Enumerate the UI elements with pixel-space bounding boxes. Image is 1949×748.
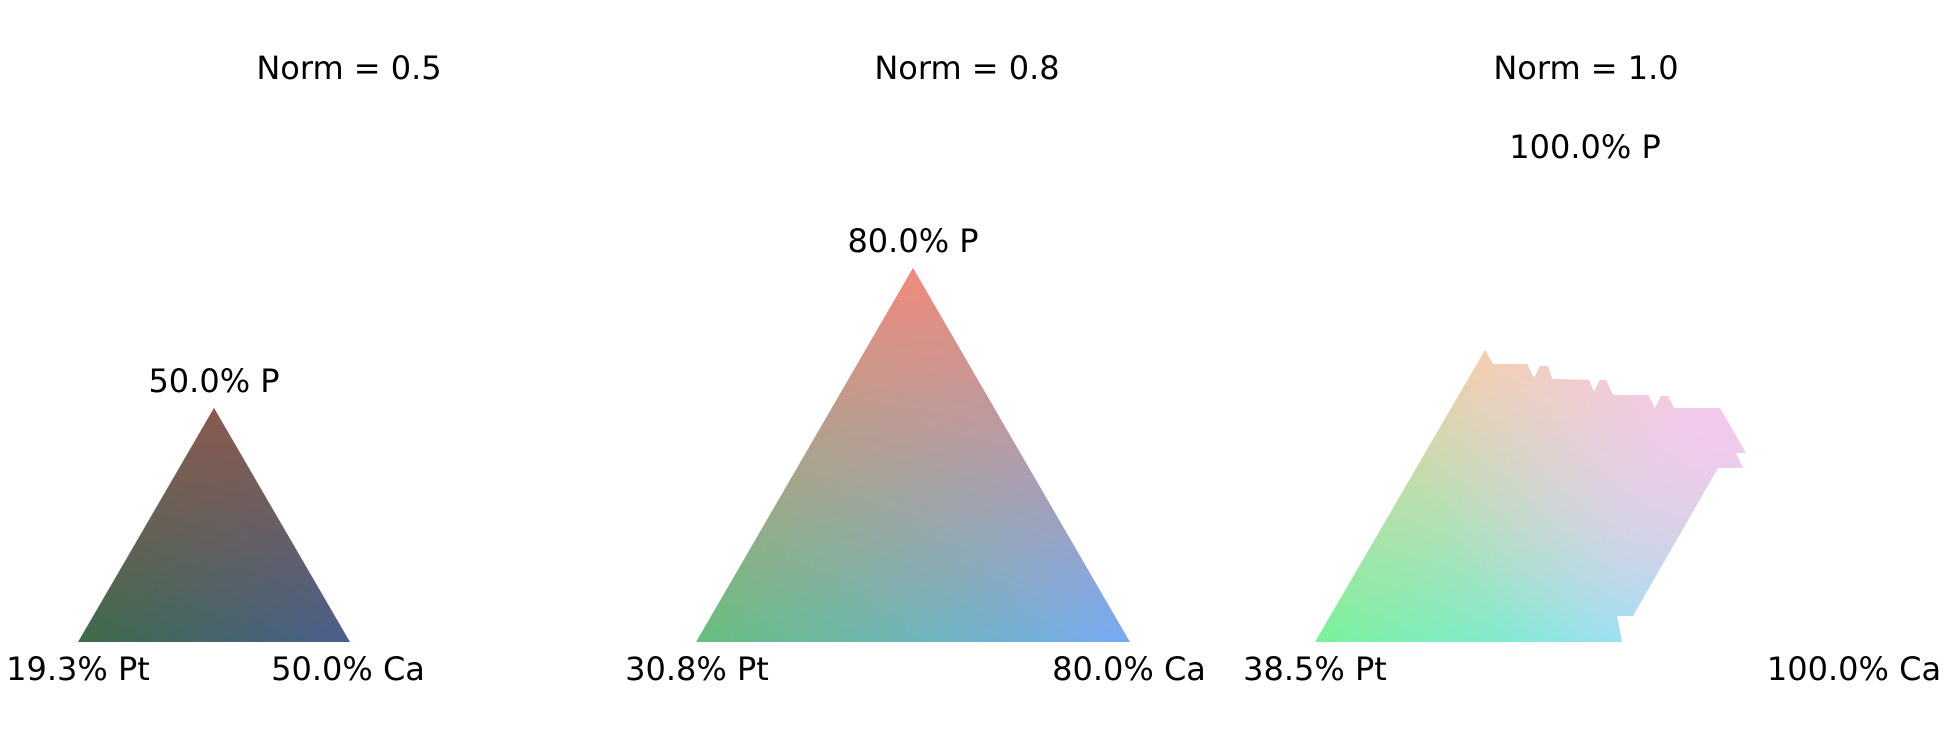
panel-1-top-label: 50.0% P [148, 362, 279, 400]
panel-norm-0-5: Norm = 0.5 50.0% P 19.3% Pt 50.0% Ca [6, 49, 442, 688]
panel-norm-0-8: Norm = 0.8 80.0% P 30.8% Pt 80.0% Ca [625, 49, 1206, 688]
panel-2-top-label: 80.0% P [847, 222, 978, 260]
panel-3-title: Norm = 1.0 [1493, 49, 1678, 87]
panel-2-title: Norm = 0.8 [874, 49, 1059, 87]
panel-norm-1-0: Norm = 1.0 100.0% P 38.5% Pt 100.0% Ca [1243, 49, 1941, 688]
panel-2-left-label: 30.8% Pt [625, 650, 769, 688]
panel-2-right-label: 80.0% Ca [1052, 650, 1206, 688]
panel-3-right-label: 100.0% Ca [1767, 650, 1941, 688]
panel-3-top-label: 100.0% P [1509, 128, 1660, 166]
panel-3-clipped-region-magenta-blend [1315, 350, 1746, 642]
panel-2-triangle-top-blend [696, 268, 1130, 642]
panel-1-triangle-top-blend [78, 408, 350, 642]
panel-1-right-label: 50.0% Ca [271, 650, 425, 688]
panel-3-left-label: 38.5% Pt [1243, 650, 1387, 688]
panel-1-title: Norm = 0.5 [256, 49, 441, 87]
panel-1-left-label: 19.3% Pt [6, 650, 150, 688]
